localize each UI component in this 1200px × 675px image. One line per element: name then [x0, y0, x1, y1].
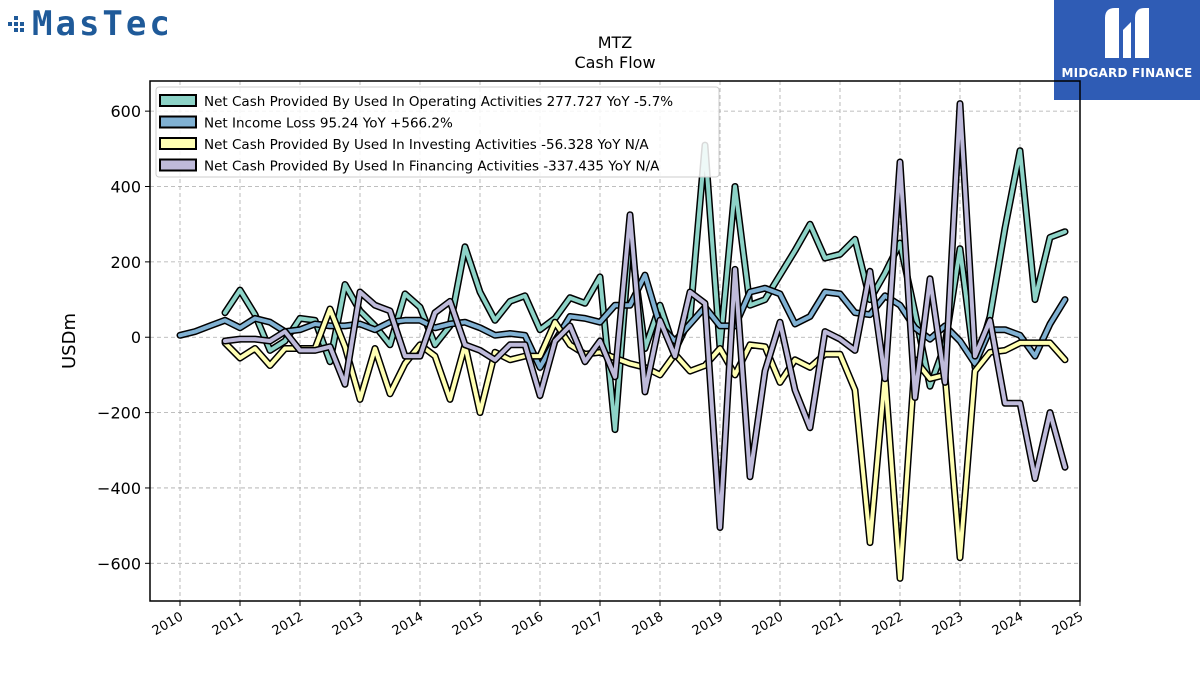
x-tick-label: 2019 — [690, 609, 726, 639]
series-2-line — [223, 307, 1067, 581]
x-tick-label: 2015 — [450, 609, 486, 639]
series-0-outline — [221, 141, 1069, 434]
x-tick-label: 2024 — [990, 609, 1026, 639]
x-tick-label: 2022 — [870, 609, 906, 639]
x-tick-label: 2011 — [210, 609, 246, 639]
y-tick-label: 200 — [110, 253, 141, 272]
y-tick-label: 0 — [131, 328, 141, 347]
y-tick-label: −600 — [97, 554, 141, 573]
legend-swatch — [159, 94, 197, 107]
mastec-logo-mark-icon — [8, 16, 24, 32]
x-tick-label: 2025 — [1050, 609, 1086, 639]
x-tick-label: 2018 — [630, 609, 666, 639]
x-tick-label: 2016 — [510, 609, 546, 639]
y-tick-label: −400 — [97, 479, 141, 498]
mastec-logo-text: MasTec — [32, 4, 173, 44]
legend-label: Net Cash Provided By Used In Financing A… — [204, 159, 660, 175]
y-tick-label: 400 — [110, 178, 141, 197]
series-3-outline — [221, 100, 1069, 531]
mastec-logo: MasTec — [6, 4, 173, 44]
x-tick-label: 2017 — [570, 609, 606, 639]
x-tick-label: 2020 — [750, 609, 786, 639]
legend-box — [155, 86, 720, 178]
series-1-line — [178, 273, 1067, 370]
x-tick-label: 2012 — [270, 609, 306, 639]
series-0-line — [223, 143, 1067, 432]
x-tick-label: 2010 — [150, 609, 186, 639]
legend-label: Net Income Loss 95.24 YoY +566.2% — [204, 116, 453, 132]
x-tick-label: 2013 — [330, 609, 366, 639]
legend-swatch — [159, 115, 197, 129]
plot-frame — [149, 80, 1081, 602]
x-tick-label: 2023 — [930, 609, 966, 639]
midgard-logo-text: MIDGARD FINANCE — [1061, 66, 1193, 80]
y-tick-label: −200 — [97, 404, 141, 423]
y-axis-label: USDm — [59, 313, 80, 369]
chart-subtitle: Cash Flow — [574, 53, 655, 72]
series-3-line — [223, 101, 1067, 530]
series-2-outline — [221, 305, 1069, 582]
midgard-finance-logo: MIDGARD FINANCE — [1054, 0, 1200, 100]
x-tick-label: 2014 — [390, 609, 426, 639]
series-1-outline — [176, 271, 1069, 371]
legend-swatch — [159, 158, 197, 172]
chart-title: MTZ — [598, 33, 633, 52]
midgard-mark-icon — [1105, 8, 1149, 58]
legend-label: Net Cash Provided By Used In Investing A… — [204, 137, 649, 153]
x-tick-label: 2021 — [810, 609, 846, 639]
y-tick-label: 600 — [110, 102, 141, 121]
legend-label: Net Cash Provided By Used In Operating A… — [204, 94, 673, 110]
legend-swatch — [159, 137, 197, 150]
